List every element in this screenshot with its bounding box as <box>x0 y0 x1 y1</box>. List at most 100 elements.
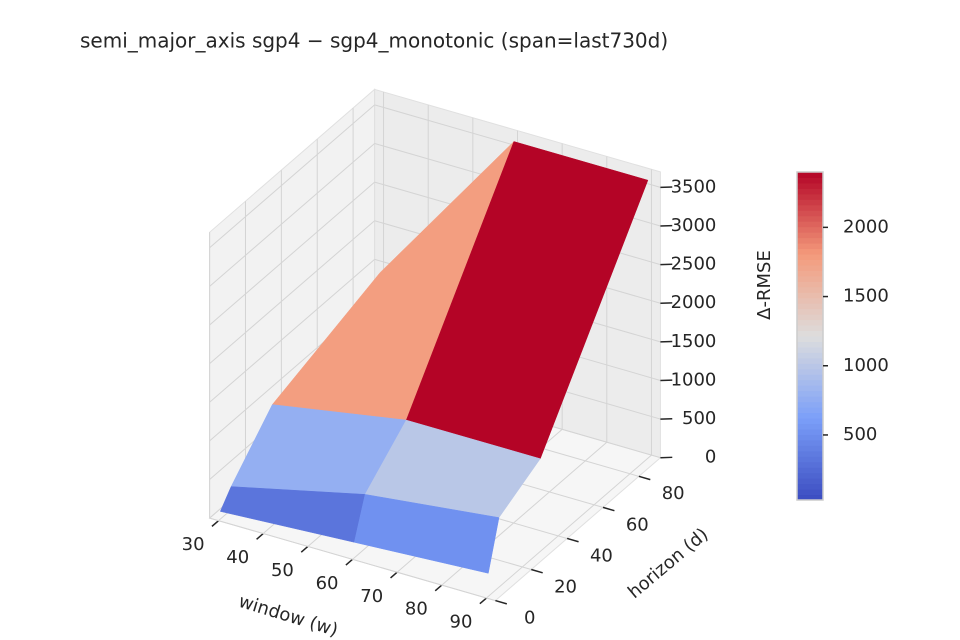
colorbar-cell <box>797 478 823 485</box>
colorbar-cell <box>797 341 823 348</box>
colorbar-cell <box>797 172 823 178</box>
colorbar-cell <box>797 407 823 414</box>
tick-mark <box>638 475 651 481</box>
tick-mark <box>566 537 579 543</box>
z-axis-label: Δ-RMSE <box>754 250 775 320</box>
colorbar-cell <box>797 489 823 496</box>
colorbar-cell <box>797 336 823 342</box>
colorbar-cell <box>797 270 823 277</box>
grid-line <box>209 181 375 326</box>
colorbar-cell <box>797 188 823 195</box>
tick-mark <box>434 584 443 592</box>
colorbar-cell <box>797 281 823 288</box>
colorbar-cell <box>797 259 823 266</box>
y-tick-label: 0 <box>524 607 535 628</box>
colorbar-tick-label: 1500 <box>843 286 889 307</box>
colorbar-tick-label: 2000 <box>843 216 889 237</box>
tick-mark <box>256 532 264 540</box>
colorbar-cell <box>797 379 823 386</box>
tick-mark <box>211 520 220 527</box>
colorbar-cell <box>797 428 823 435</box>
colorbar-cell <box>797 352 823 359</box>
colorbar-cell <box>797 357 823 364</box>
colorbar-cell <box>797 483 823 490</box>
colorbar-cell <box>797 325 823 332</box>
tick-mark <box>531 568 543 574</box>
colorbar-cell <box>797 275 823 282</box>
colorbar-cell <box>797 319 823 326</box>
colorbar-cell <box>797 434 823 441</box>
colorbar-cell <box>797 472 823 479</box>
colorbar-cell <box>797 450 823 457</box>
colorbar-cell <box>797 385 823 392</box>
colorbar-cell <box>797 182 823 189</box>
colorbar-cell <box>797 494 823 501</box>
x-tick-label: 80 <box>405 599 428 620</box>
z-tick-label: 1000 <box>671 369 717 390</box>
grid-line <box>209 517 496 602</box>
tick-mark <box>479 597 487 605</box>
z-tick-label: 500 <box>682 408 716 429</box>
colorbar-cell <box>797 286 823 293</box>
colorbar-cell <box>797 374 823 381</box>
surface-face <box>354 494 500 574</box>
colorbar-cell <box>797 363 823 370</box>
colorbar-cell <box>797 177 823 184</box>
colorbar-frame <box>796 171 824 501</box>
chart-title: semi_major_axis sgp4 − sgp4_monotonic (s… <box>80 29 668 53</box>
colorbar-cell <box>797 254 823 260</box>
colorbar-cell <box>797 456 823 463</box>
colorbar-cell <box>797 368 823 375</box>
z-tick-label: 2000 <box>671 292 717 313</box>
colorbar-cell <box>797 423 823 430</box>
x-axis-label: window (w) <box>236 591 340 640</box>
grid-line <box>209 104 375 249</box>
colorbar-cell <box>797 308 823 315</box>
colorbar-cell <box>797 199 823 206</box>
tick-mark <box>345 558 353 566</box>
colorbar-cell <box>797 439 823 446</box>
colorbar-cell <box>797 210 823 217</box>
z-tick-label: 1500 <box>671 331 717 352</box>
x-tick-label: 40 <box>226 547 249 568</box>
colorbar-cell <box>797 390 823 397</box>
colorbar-cell <box>797 445 823 452</box>
y-tick-label: 20 <box>554 576 577 597</box>
grid-line <box>486 454 652 599</box>
colorbar-tick-label: 1000 <box>843 355 889 376</box>
tick-mark <box>390 571 398 579</box>
colorbar-cell <box>797 401 823 408</box>
grid-line <box>209 258 375 403</box>
x-tick-label: 60 <box>316 573 339 594</box>
colorbar-tick-label: 500 <box>843 424 877 445</box>
z-tick-label: 3500 <box>671 176 717 197</box>
colorbar-cell <box>797 292 823 299</box>
tick-mark <box>495 599 508 605</box>
colorbar-cell <box>797 264 823 271</box>
tick-mark <box>602 506 615 512</box>
colorbar-cell <box>797 193 823 200</box>
x-tick-label: 70 <box>360 586 383 607</box>
x-tick-label: 90 <box>450 612 473 633</box>
colorbar-cell <box>797 467 823 474</box>
colorbar-cell <box>797 330 823 337</box>
tick-mark <box>300 545 309 553</box>
colorbar-cell <box>797 461 823 468</box>
z-tick-label: 2500 <box>671 254 717 275</box>
colorbar-cell <box>797 221 823 228</box>
x-tick-label: 50 <box>271 560 294 581</box>
colorbar-cell <box>797 237 823 244</box>
colorbar-cell <box>797 396 823 403</box>
y-tick-label: 40 <box>590 545 613 566</box>
y-axis-label: horizon (d) <box>624 524 712 603</box>
colorbar-cell <box>797 215 823 222</box>
colorbar-cell <box>797 297 823 304</box>
grid-line <box>209 143 375 287</box>
colorbar-cell <box>797 204 823 211</box>
colorbar-cell <box>797 226 823 233</box>
colorbar-cell <box>797 248 823 255</box>
z-tick-label: 3000 <box>671 215 717 236</box>
y-tick-label: 80 <box>662 483 685 504</box>
x-tick-label: 30 <box>182 534 205 555</box>
